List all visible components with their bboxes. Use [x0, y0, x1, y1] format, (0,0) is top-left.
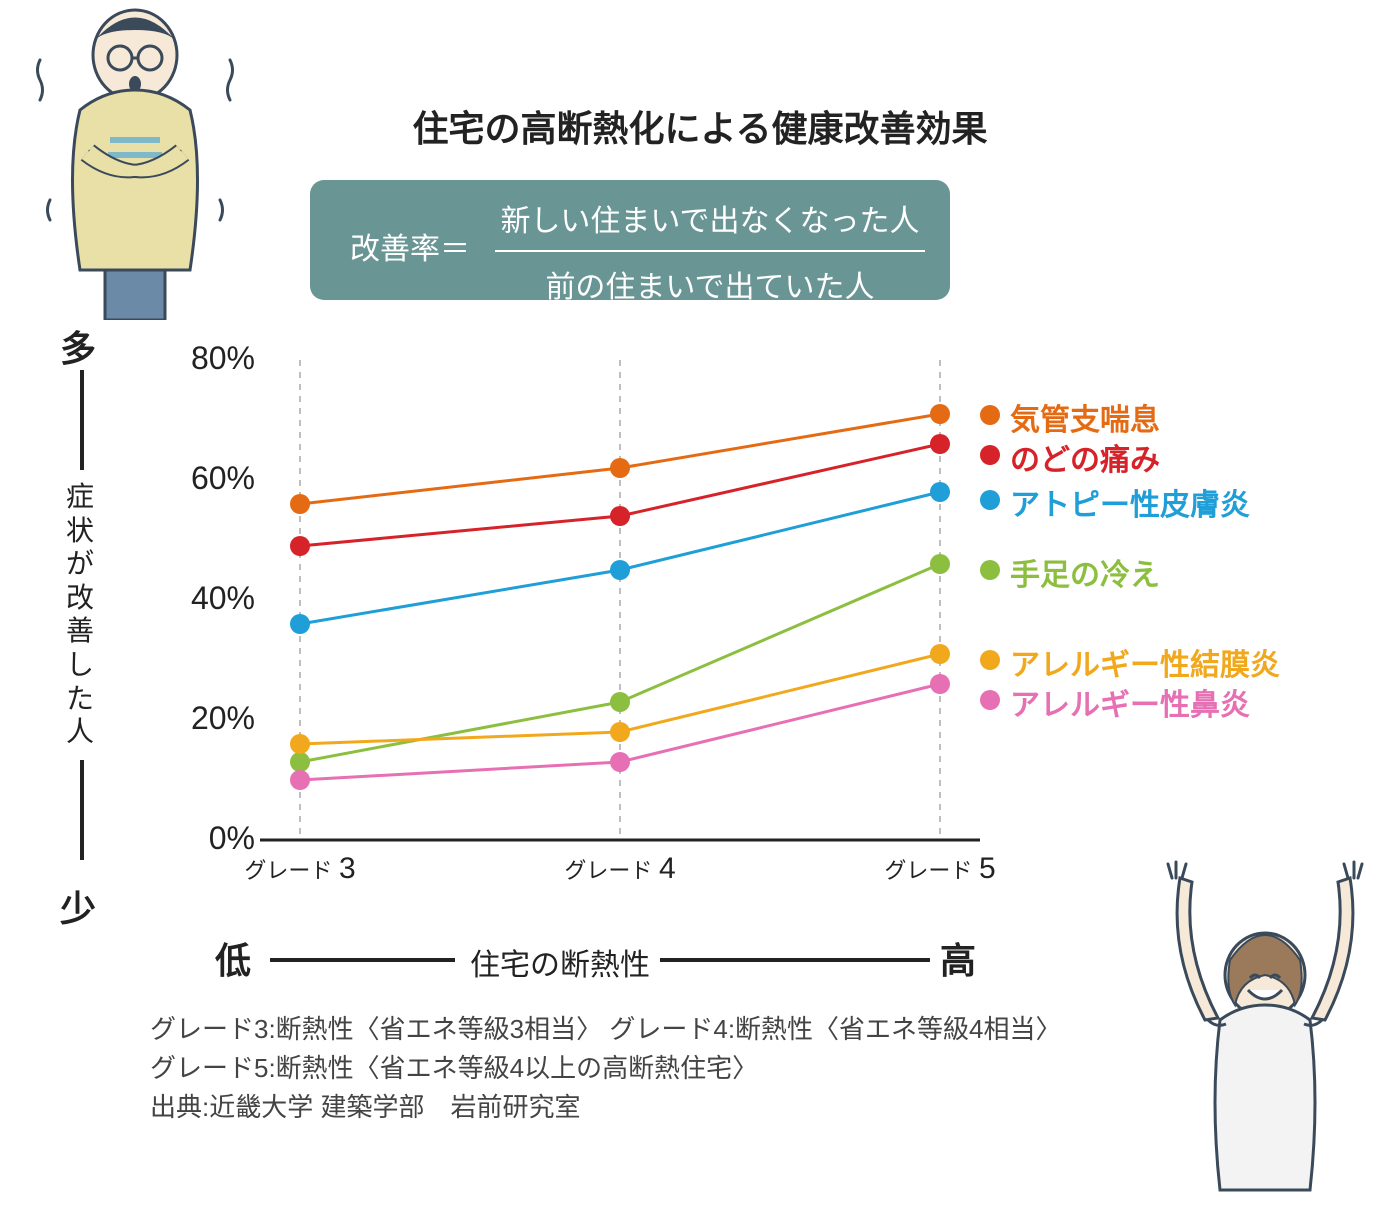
series-marker-throat: [610, 506, 630, 526]
chart-title: 住宅の高断熱化による健康改善効果: [300, 100, 1100, 152]
series-marker-conjunctivitis: [610, 722, 630, 742]
x-axis-bar-left: [270, 958, 455, 962]
legend-marker-asthma: [980, 405, 1000, 425]
series-marker-atopic: [610, 560, 630, 580]
series-marker-rhinitis: [610, 752, 630, 772]
y-tick-label: 80%: [165, 340, 255, 377]
happy-person-icon: [1160, 860, 1370, 1200]
legend-cold_limbs: 手足の冷え: [1010, 550, 1160, 594]
y-axis-bar-top: [80, 370, 84, 470]
note-line-1: グレード3:断熱性〈省エネ等級3相当〉 グレード4:断熱性〈省エネ等級4相当〉: [150, 1010, 1110, 1049]
y-tick-label: 40%: [165, 580, 255, 617]
legend-conjunctivitis: アレルギー性結膜炎: [1010, 640, 1280, 684]
legend-throat: のどの痛み: [1010, 435, 1160, 479]
series-marker-cold_limbs: [930, 554, 950, 574]
legend-marker-rhinitis: [980, 690, 1000, 710]
note-line-2: グレード5:断熱性〈省エネ等級4以上の高断熱住宅〉: [150, 1049, 1110, 1088]
series-marker-conjunctivitis: [930, 644, 950, 664]
chart-notes: グレード3:断熱性〈省エネ等級3相当〉 グレード4:断熱性〈省エネ等級4相当〉 …: [150, 1010, 1110, 1127]
series-marker-rhinitis: [290, 770, 310, 790]
legend-marker-conjunctivitis: [980, 650, 1000, 670]
series-marker-rhinitis: [930, 674, 950, 694]
x-axis-low-label: 低: [215, 932, 251, 984]
y-tick-label: 60%: [165, 460, 255, 497]
formula-fraction: 新しい住まいで出なくなった人 前の住まいで出ていた人: [495, 190, 925, 312]
series-marker-asthma: [290, 494, 310, 514]
y-axis-bar-bottom: [80, 760, 84, 860]
y-axis-top-label: 多: [60, 320, 96, 372]
series-marker-cold_limbs: [610, 692, 630, 712]
legend-marker-atopic: [980, 490, 1000, 510]
x-axis-bar-right: [660, 958, 930, 962]
cold-person-icon: [20, 0, 250, 320]
x-tick-label: グレード 4: [535, 852, 705, 886]
formula-divider: [495, 250, 925, 252]
y-axis-bottom-label: 少: [60, 880, 96, 932]
formula-numerator: 新しい住まいで出なくなった人: [495, 190, 925, 246]
formula-denominator: 前の住まいで出ていた人: [495, 256, 925, 312]
legend-marker-throat: [980, 445, 1000, 465]
series-marker-atopic: [290, 614, 310, 634]
x-tick-label: グレード 3: [215, 852, 385, 886]
legend-atopic: アトピー性皮膚炎: [1010, 480, 1250, 524]
x-axis-high-label: 高: [940, 932, 976, 984]
y-axis-caption: 症状が改善した人: [60, 480, 100, 749]
series-marker-conjunctivitis: [290, 734, 310, 754]
series-marker-asthma: [610, 458, 630, 478]
series-marker-throat: [930, 434, 950, 454]
legend-rhinitis: アレルギー性鼻炎: [1010, 680, 1250, 724]
formula-label: 改善率＝: [350, 224, 470, 268]
x-axis-caption: 住宅の断熱性: [470, 940, 650, 984]
legend-asthma: 気管支喘息: [1010, 395, 1160, 439]
x-tick-label: グレード 5: [855, 852, 1025, 886]
line-chart: [150, 340, 1020, 900]
legend-marker-cold_limbs: [980, 560, 1000, 580]
series-marker-cold_limbs: [290, 752, 310, 772]
y-tick-label: 20%: [165, 700, 255, 737]
formula-box: 改善率＝ 新しい住まいで出なくなった人 前の住まいで出ていた人: [310, 180, 950, 300]
series-marker-atopic: [930, 482, 950, 502]
series-marker-asthma: [930, 404, 950, 424]
series-marker-throat: [290, 536, 310, 556]
note-line-3: 出典:近畿大学 建築学部 岩前研究室: [150, 1088, 1110, 1127]
